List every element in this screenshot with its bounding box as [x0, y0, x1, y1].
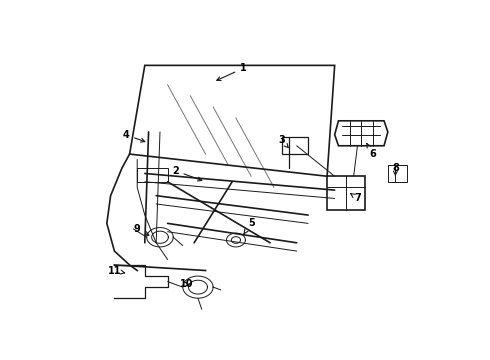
- Text: 5: 5: [244, 219, 254, 234]
- Text: 8: 8: [392, 163, 399, 176]
- Text: 3: 3: [278, 135, 288, 148]
- Text: 10: 10: [180, 279, 194, 289]
- Text: 6: 6: [367, 144, 376, 159]
- Text: 1: 1: [217, 63, 247, 81]
- Text: 11: 11: [108, 266, 124, 275]
- Text: 2: 2: [172, 166, 202, 181]
- Text: 7: 7: [351, 193, 361, 203]
- Text: 9: 9: [134, 224, 149, 235]
- Text: 4: 4: [122, 130, 145, 142]
